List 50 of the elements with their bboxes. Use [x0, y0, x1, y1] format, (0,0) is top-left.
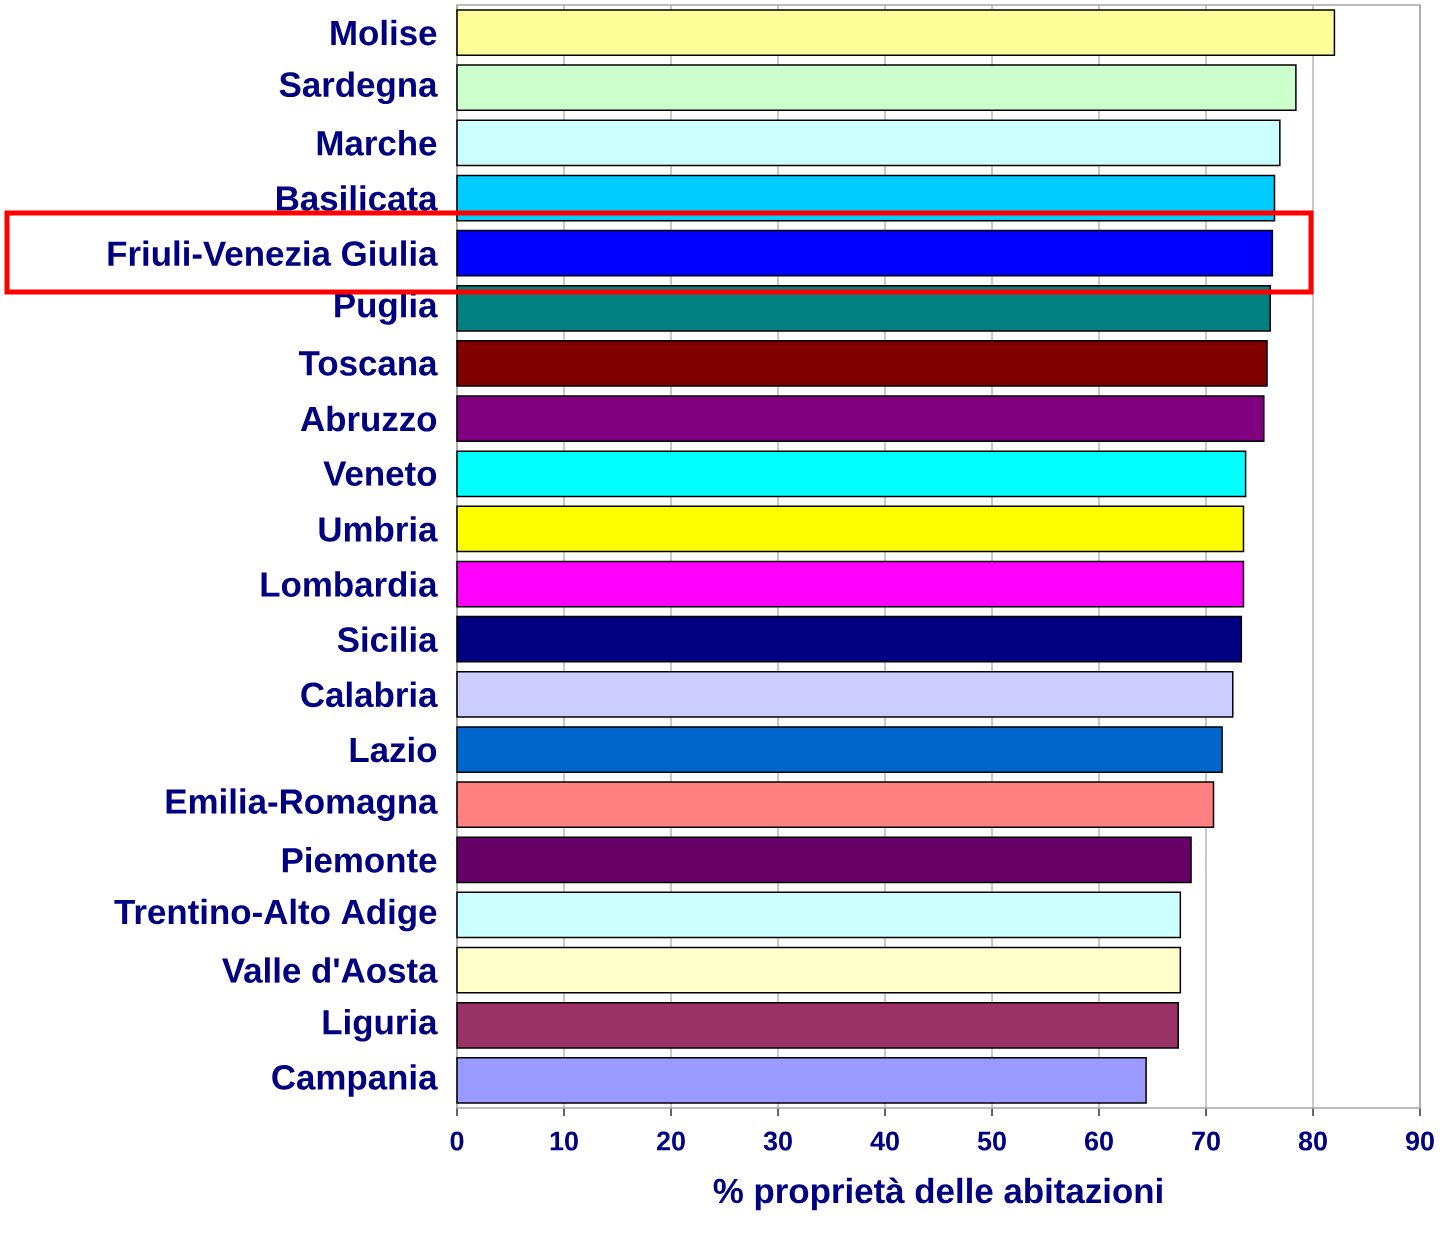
y-tick-label: Veneto	[323, 461, 437, 486]
x-tick-label: 70	[1192, 1131, 1220, 1151]
y-tick-label: Liguria	[323, 1008, 438, 1042]
y-tick-label: Sicilia	[337, 626, 438, 653]
bar	[456, 284, 1271, 332]
y-tick-label: Sardegna	[279, 71, 438, 105]
bar	[456, 946, 1182, 994]
bar	[456, 340, 1268, 387]
y-tick-label: Lombardia	[261, 571, 438, 597]
x-tick-label: 50	[977, 1131, 1006, 1151]
y-tick-label: Abruzzo	[300, 405, 437, 432]
x-tick-label: 90	[1406, 1131, 1434, 1151]
x-tick-label: 10	[550, 1131, 578, 1151]
bar	[456, 836, 1192, 884]
x-tick-label: 30	[763, 1131, 792, 1151]
bar	[456, 560, 1245, 608]
x-axis-title: % proprietà delle abitazioni	[713, 1177, 1162, 1211]
y-tick-label: Lazio	[350, 736, 437, 763]
bar	[456, 395, 1265, 442]
bar	[456, 119, 1281, 167]
y-tick-label: Emilia-Romagna	[166, 788, 438, 822]
y-tick-label: Toscana	[298, 351, 438, 376]
bar	[456, 891, 1182, 939]
bar	[456, 1001, 1179, 1049]
y-tick-label: Umbria	[319, 516, 438, 542]
y-tick-label: Piemonte	[282, 847, 437, 873]
y-tick-label: Friuli-Venezia Giulia	[108, 240, 438, 266]
bar	[456, 64, 1297, 112]
bar	[456, 726, 1223, 773]
bar	[456, 1057, 1147, 1104]
x-tick-label: 0	[450, 1131, 464, 1151]
bar	[456, 9, 1336, 56]
bar	[456, 615, 1243, 663]
y-tick-label: Basilicata	[276, 185, 438, 211]
y-tick-label: Trentino-Alto Adige	[114, 898, 437, 932]
x-tick-label: 40	[870, 1131, 899, 1151]
y-tick-label: Valle d'Aosta	[222, 957, 438, 983]
y-tick-label: Campania	[272, 1064, 438, 1097]
bar	[456, 781, 1215, 829]
bar	[456, 505, 1245, 553]
y-tick-label: Puglia	[335, 292, 438, 325]
x-tick-label: 80	[1298, 1131, 1327, 1151]
y-tick-label: Molise	[331, 19, 437, 46]
bar	[456, 229, 1274, 277]
x-tick-label: 60	[1085, 1131, 1113, 1151]
y-tick-label: Marche	[317, 130, 437, 156]
x-tick-label: 20	[656, 1131, 685, 1151]
bar	[456, 450, 1247, 498]
y-tick-label: Calabria	[301, 681, 438, 708]
bar	[456, 671, 1234, 718]
